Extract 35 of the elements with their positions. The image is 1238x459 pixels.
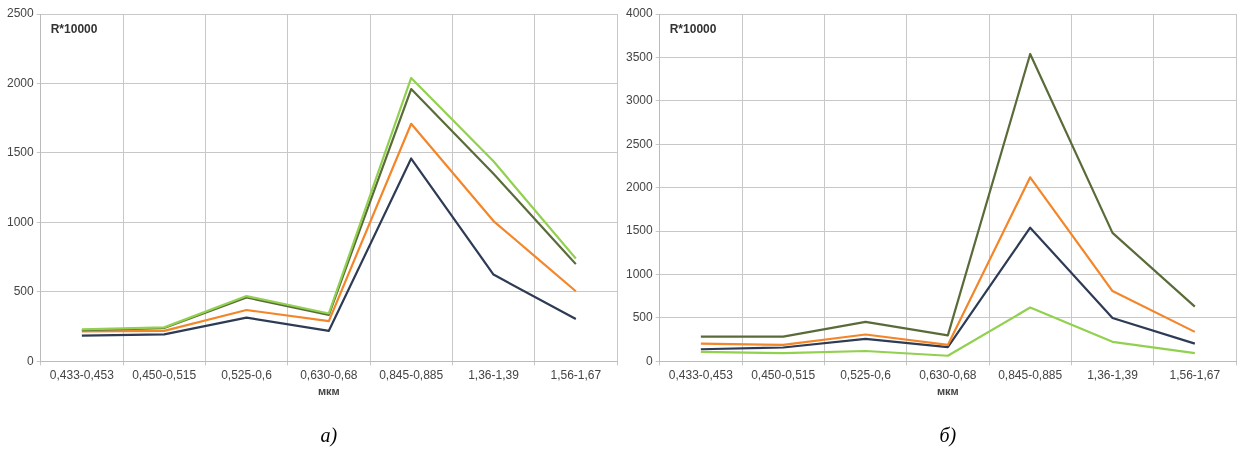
y-tick-label: 0 (27, 353, 35, 368)
x-tick-label: 0,630-0,68 (919, 367, 977, 382)
x-axis-title: мкм (936, 385, 959, 398)
y-tick-label: 2500 (6, 6, 35, 21)
x-tick-label: 1,56-1,67 (550, 367, 602, 382)
y-tick-label: 2000 (625, 180, 654, 195)
x-tick-label: 0,450-0,515 (751, 367, 816, 382)
y-tick-label: 500 (13, 284, 35, 299)
x-tick-label: 0,433-0,453 (49, 367, 115, 382)
y-tick-label: 0 (646, 353, 654, 368)
y-tick-label: 500 (632, 310, 654, 325)
x-tick-label: 0,525-0,6 (221, 367, 273, 382)
y-tick-label: 2500 (625, 136, 654, 151)
y-tick-label: 2000 (6, 75, 35, 90)
x-tick-label: 1,56-1,67 (1169, 367, 1221, 382)
x-tick-label: 0,433-0,453 (668, 367, 734, 382)
x-tick-label: 0,630-0,68 (300, 367, 358, 382)
x-tick-label: 0,845-0,885 (998, 367, 1063, 382)
x-tick-label: 1,36-1,39 (468, 367, 520, 382)
text: б) (939, 424, 957, 448)
x-axis-title: мкм (317, 385, 340, 398)
y-tick-label: 1500 (625, 223, 654, 238)
text: а) (320, 424, 338, 448)
annotation: R*10000 (50, 22, 98, 37)
y-tick-label: 3000 (625, 93, 654, 108)
y-tick-label: 1000 (625, 266, 654, 281)
x-tick-label: 0,450-0,515 (132, 367, 197, 382)
y-tick-label: 3500 (625, 49, 654, 64)
x-tick-label: 1,36-1,39 (1087, 367, 1139, 382)
y-tick-label: 4000 (625, 6, 654, 21)
x-tick-label: 0,845-0,885 (379, 367, 444, 382)
y-tick-label: 1500 (6, 145, 35, 160)
annotation: R*10000 (669, 22, 717, 37)
x-tick-label: 0,525-0,6 (840, 367, 892, 382)
y-tick-label: 1000 (6, 214, 35, 229)
